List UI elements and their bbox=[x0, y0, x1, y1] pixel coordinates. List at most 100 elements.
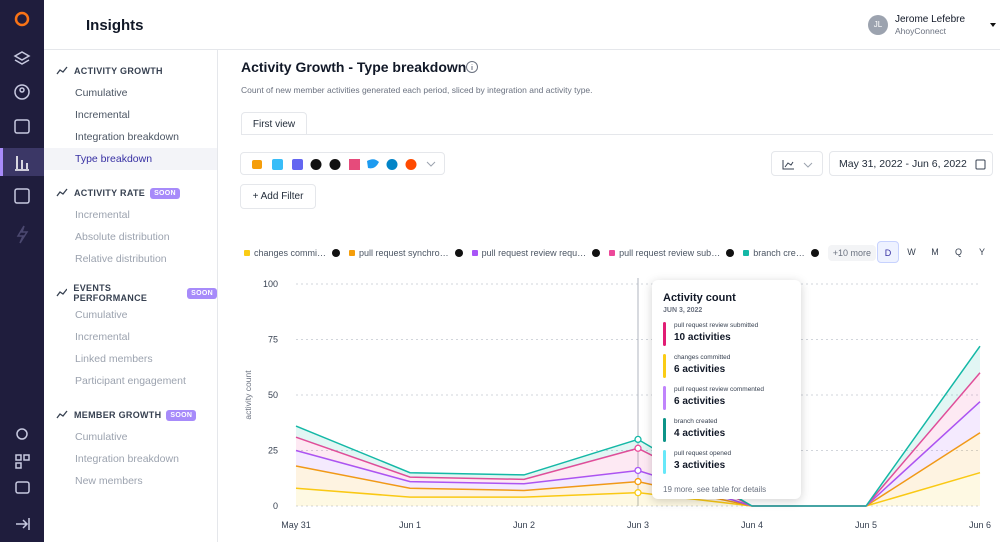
legend-label: branch cre… bbox=[753, 248, 805, 258]
sidebar-link[interactable]: Integration breakdown bbox=[75, 131, 179, 143]
x-tick-label: Jun 3 bbox=[627, 520, 649, 530]
tooltip-footer: 19 more, see table for details bbox=[663, 485, 767, 494]
legend-swatch bbox=[244, 250, 250, 256]
icon-shape bbox=[592, 249, 601, 257]
section-icon bbox=[56, 66, 68, 75]
integration-icons bbox=[252, 159, 436, 170]
period-button[interactable]: Q bbox=[954, 247, 962, 257]
chart-type-icon bbox=[782, 160, 813, 170]
tooltip-text: branch created 4 activities bbox=[674, 418, 725, 442]
period-button[interactable]: W bbox=[907, 247, 916, 257]
tooltip-item: changes committed 6 activities bbox=[663, 354, 790, 378]
date-range: May 31, 2022 - Jun 6, 2022 bbox=[839, 158, 967, 170]
tooltip-item: pull request review commented 6 activitie… bbox=[663, 386, 790, 410]
tooltip-items: pull request review submitted 10 activiti… bbox=[663, 322, 790, 474]
tooltip-count: 3 activities bbox=[674, 460, 726, 471]
tooltip-label: branch created bbox=[674, 418, 718, 425]
y-tick-label: 75 bbox=[268, 335, 278, 345]
soon-badge: SOON bbox=[187, 287, 217, 299]
chart-type-picker[interactable] bbox=[771, 151, 823, 176]
avatar[interactable]: JL bbox=[868, 15, 888, 35]
icon-shape bbox=[56, 188, 68, 197]
hover-point bbox=[634, 466, 642, 475]
x-tick-label: Jun 1 bbox=[399, 520, 421, 530]
icon-shape bbox=[332, 249, 341, 257]
period-button[interactable]: Y bbox=[978, 247, 985, 257]
legend-more[interactable]: +10 more bbox=[827, 245, 877, 261]
icon-shape bbox=[56, 288, 68, 297]
legend-swatch bbox=[743, 250, 750, 256]
github-icon bbox=[810, 249, 819, 257]
x-tick-label: May 31 bbox=[281, 520, 311, 530]
nav-icons bbox=[0, 11, 44, 530]
legend-swatch bbox=[471, 250, 478, 256]
legend-swatch bbox=[349, 250, 356, 256]
tab[interactable]: First view bbox=[241, 112, 307, 135]
x-tick-label: Jun 5 bbox=[855, 520, 877, 530]
sidebar-link: New members bbox=[75, 475, 143, 487]
user-caret[interactable] bbox=[989, 21, 997, 29]
legend-item[interactable]: changes commi… bbox=[244, 248, 341, 258]
integration-picker[interactable] bbox=[240, 152, 445, 175]
sidebar-link: Absolute distribution bbox=[75, 231, 170, 243]
legend-swatch bbox=[609, 250, 616, 256]
sidebar-section: ACTIVITY GROWTH Cumulative Incremental Inte… bbox=[44, 60, 217, 170]
sidebar-link[interactable]: Cumulative bbox=[75, 87, 128, 99]
legend: changes commi… pull request synchro… pull … bbox=[244, 243, 877, 263]
period-button[interactable]: D bbox=[877, 241, 899, 263]
section-header: ACTIVITY GROWTH bbox=[44, 60, 217, 82]
legend-label: pull request review sub… bbox=[619, 248, 721, 258]
sidebar-link: Cumulative bbox=[75, 309, 128, 321]
tooltip-label: pull request opened bbox=[674, 450, 732, 457]
tooltip-label: pull request review submitted bbox=[674, 322, 759, 329]
section-header: MEMBER GROWTH SOON bbox=[44, 404, 217, 426]
y-axis-title: activity count bbox=[243, 370, 253, 420]
report-subtitle: Count of new member activities generated… bbox=[241, 85, 593, 95]
tooltip-count: 10 activities bbox=[674, 332, 731, 343]
section-title: EVENTS PERFORMANCE bbox=[73, 283, 148, 303]
sidebar-section: MEMBER GROWTH SOON Cumulative Integration b… bbox=[44, 404, 217, 492]
section-icon bbox=[56, 288, 68, 297]
soon-badge: SOON bbox=[166, 409, 197, 421]
legend-item[interactable]: pull request review sub… bbox=[609, 248, 735, 258]
y-tick-label: 50 bbox=[268, 390, 278, 400]
tooltip-count: 4 activities bbox=[674, 428, 726, 439]
sidebar: ACTIVITY GROWTH Cumulative Incremental Inte… bbox=[44, 50, 218, 542]
legend-item[interactable]: branch cre… bbox=[743, 248, 820, 258]
report-title: Activity Growth - Type breakdown bbox=[241, 59, 467, 75]
user-org: AhoyConnect bbox=[895, 26, 947, 36]
sidebar-link: Linked members bbox=[75, 353, 153, 365]
tooltip-date: JUN 3, 2022 bbox=[663, 307, 703, 314]
icon-shape bbox=[810, 249, 819, 257]
sidebar-link: Integration breakdown bbox=[75, 453, 179, 465]
tooltip-text: pull request review submitted 10 activiti… bbox=[674, 322, 758, 346]
date-range-picker[interactable]: May 31, 2022 - Jun 6, 2022 bbox=[829, 151, 993, 176]
github-icon bbox=[454, 249, 463, 257]
sidebar-link[interactable]: Incremental bbox=[75, 109, 130, 121]
legend-label: pull request synchro… bbox=[359, 248, 449, 258]
soon-badge: SOON bbox=[150, 187, 180, 199]
info-icon[interactable] bbox=[465, 60, 479, 74]
section-icon bbox=[56, 410, 68, 419]
section-title: MEMBER GROWTH bbox=[74, 410, 162, 420]
add-filter-button[interactable]: + Add Filter bbox=[240, 184, 316, 209]
section-title: ACTIVITY GROWTH bbox=[74, 66, 163, 76]
sidebar-link: Cumulative bbox=[75, 431, 128, 443]
period-button[interactable]: M bbox=[931, 247, 939, 257]
sidebar-link: Incremental bbox=[75, 209, 130, 221]
sidebar-link[interactable]: Type breakdown bbox=[44, 148, 217, 170]
tooltip-label: pull request review commented bbox=[674, 386, 764, 393]
tooltip-count: 6 activities bbox=[674, 396, 726, 407]
tooltip-count: 6 activities bbox=[674, 364, 726, 375]
section-header: EVENTS PERFORMANCE SOON bbox=[44, 282, 217, 304]
tooltip-swatch bbox=[663, 322, 666, 346]
user-name[interactable]: Jerome Lefebre bbox=[895, 14, 966, 25]
tooltip-swatch bbox=[663, 450, 666, 474]
legend-item[interactable]: pull request review requ… bbox=[471, 248, 602, 258]
tab-line bbox=[241, 134, 993, 135]
legend-item[interactable]: pull request synchro… bbox=[349, 248, 464, 258]
section-header: ACTIVITY RATE SOON bbox=[44, 182, 217, 204]
tooltip-text: pull request review commented 6 activitie… bbox=[674, 386, 764, 410]
y-tick-label: 0 bbox=[273, 501, 278, 511]
